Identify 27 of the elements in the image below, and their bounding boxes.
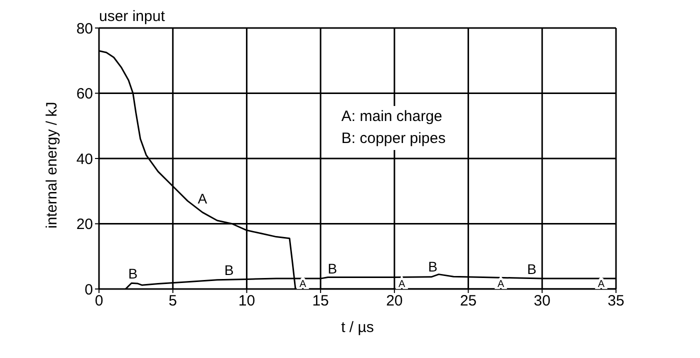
- x-tick-label: 5: [168, 292, 178, 310]
- annotation: A: [598, 279, 605, 290]
- annotation: A: [300, 279, 307, 290]
- x-axis-title: t / µs: [341, 319, 374, 336]
- x-tick-label: 20: [386, 292, 403, 310]
- x-tick-label: 10: [238, 292, 256, 310]
- y-tick-label: 20: [76, 216, 93, 234]
- chart-title: user input: [99, 8, 165, 25]
- y-tick-label: 0: [84, 281, 93, 298]
- x-tick-label: 35: [608, 292, 624, 310]
- annotation: B: [328, 260, 338, 276]
- y-tick-label: 80: [76, 20, 93, 38]
- annotation: B: [527, 260, 536, 277]
- y-axis-title: internal energy / kJ: [43, 102, 60, 228]
- annotation: B: copper pipes: [339, 128, 448, 150]
- annotation: B: [428, 258, 438, 274]
- annotation: B: [224, 262, 234, 278]
- annotation: A: [398, 279, 406, 290]
- x-tick-label: 15: [312, 292, 329, 310]
- annotation: A: main charge: [339, 106, 444, 128]
- y-tick-label: 60: [76, 86, 93, 103]
- annotation: B: [128, 265, 138, 282]
- annotation: A: [497, 279, 504, 290]
- x-tick-label: 25: [460, 292, 477, 310]
- y-tick-label: 40: [76, 150, 93, 168]
- annotation: A: [198, 190, 208, 206]
- x-tick-label: 30: [534, 292, 550, 310]
